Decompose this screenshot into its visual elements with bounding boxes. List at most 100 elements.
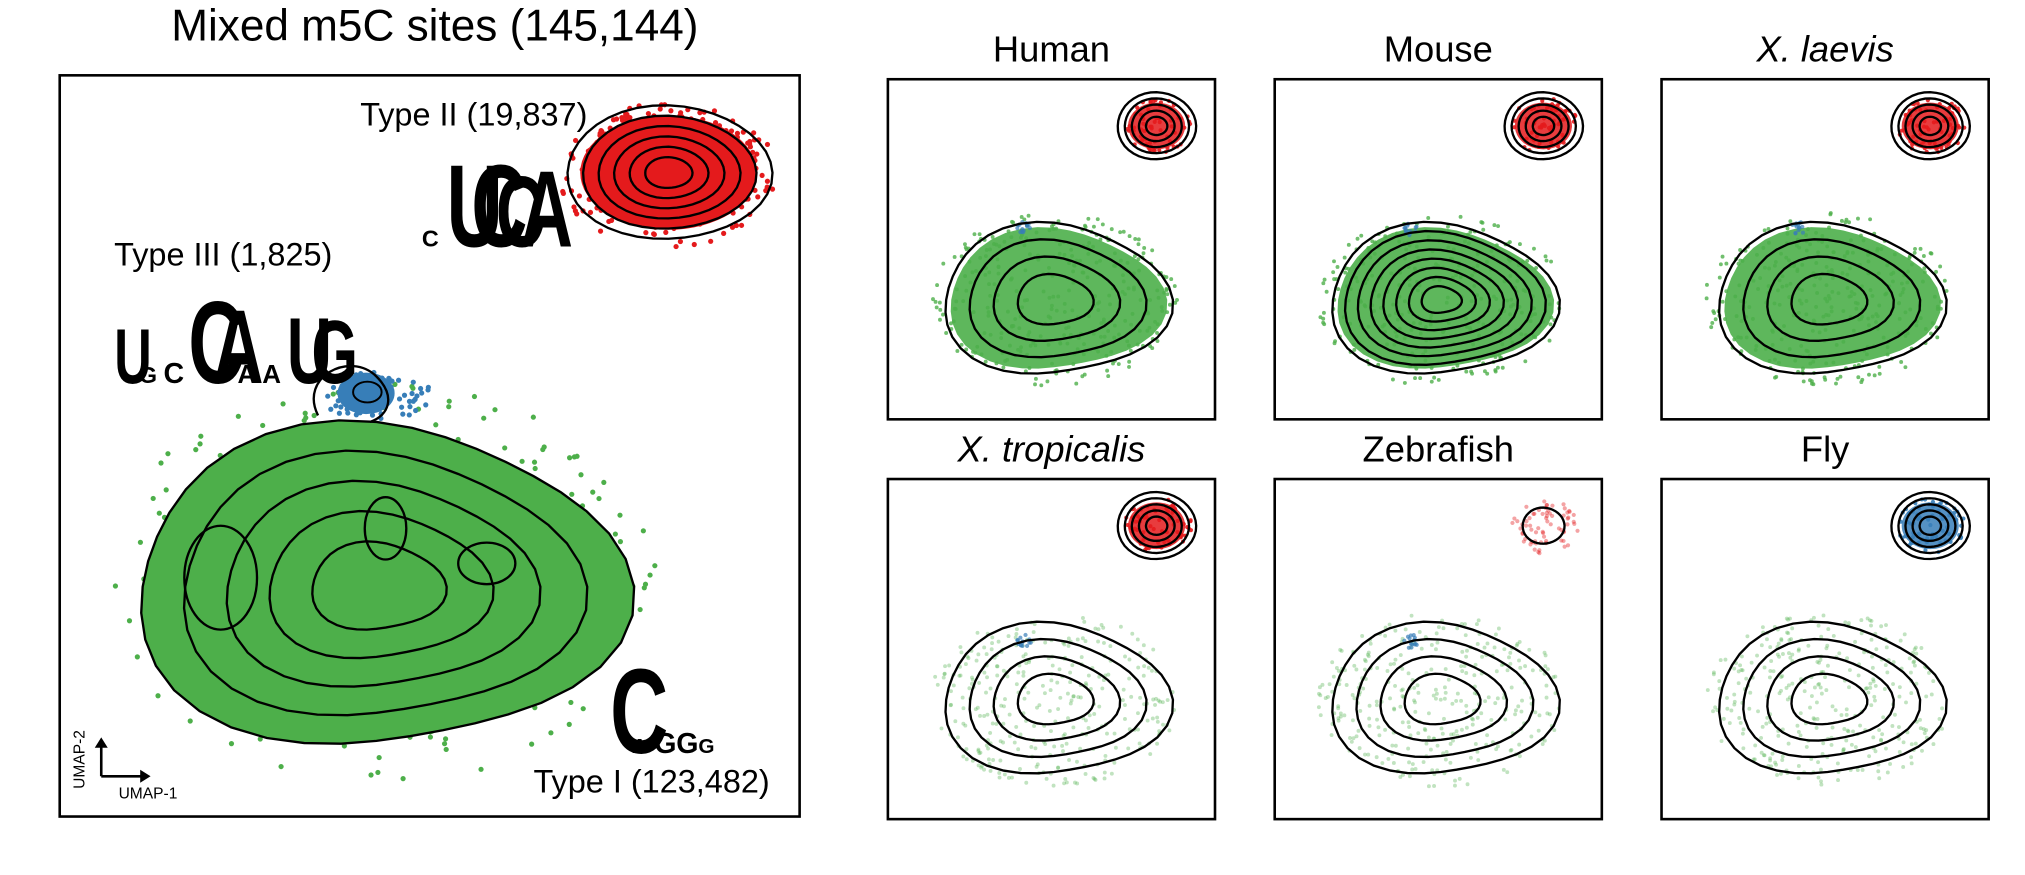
point [1154,696,1158,701]
point [966,656,971,661]
point [1725,706,1730,711]
point [606,218,612,225]
point [1867,372,1871,377]
point [1913,246,1917,251]
point [1524,504,1529,509]
point [1833,708,1838,713]
contour [1420,284,1464,315]
point [260,422,266,429]
point [1492,645,1497,650]
point [568,699,574,706]
point [1785,630,1790,635]
cluster-area [1724,227,1941,369]
point [1367,703,1372,708]
point [1367,723,1372,728]
point [1061,733,1066,738]
point [1453,778,1457,783]
point [1721,716,1726,721]
point [663,229,669,235]
point [959,342,964,347]
point [1828,211,1833,216]
point [1911,660,1916,665]
point [433,422,439,428]
point [1724,261,1729,266]
point [1770,751,1775,756]
point [1040,683,1045,688]
point [597,228,604,234]
point [1748,690,1753,695]
contour [1524,109,1563,143]
point [126,618,133,624]
point [965,654,970,659]
point [1762,228,1767,233]
point [441,741,448,747]
point [1014,724,1019,729]
point [1784,616,1789,621]
point [400,411,406,417]
point [1044,776,1049,781]
motif-letter: G [698,735,714,758]
point [1914,651,1919,656]
point [984,690,988,695]
point [1537,548,1542,553]
point [1774,762,1779,767]
point [1897,725,1901,729]
point [1336,704,1341,709]
point [1844,217,1849,222]
point [1518,526,1523,531]
point [412,396,418,402]
point [1543,254,1548,259]
point [1479,220,1484,225]
point [1531,511,1536,517]
point [1817,660,1821,665]
point [953,719,958,724]
point [1909,755,1914,760]
point [1175,297,1179,302]
point [1352,696,1357,701]
point [1912,647,1917,652]
point [1469,716,1474,721]
point [1164,275,1169,280]
point [1022,696,1027,701]
point [1095,217,1100,222]
point [1459,664,1464,669]
point [1567,508,1572,514]
point [1542,499,1547,504]
point [990,641,994,646]
point [1434,631,1439,636]
point [427,734,434,740]
motif-letter: A [213,288,264,406]
cluster-label: Type II (19,837) [360,96,587,132]
point [1468,229,1473,234]
point [587,209,594,216]
point [1123,717,1127,721]
point [1474,622,1479,627]
point [1374,755,1379,760]
point [1403,627,1408,632]
point [1847,668,1852,672]
point [938,317,942,322]
point [1434,647,1438,652]
panel-title: Zebrafish [1363,428,1514,469]
point [1479,711,1484,716]
point [1940,726,1944,731]
point [1331,674,1336,679]
contour [268,509,495,660]
point [1002,704,1006,709]
point [413,407,419,414]
point [935,283,940,288]
point [1318,713,1323,718]
point [1329,733,1334,737]
point [1796,763,1801,768]
point [984,743,989,748]
point [1157,729,1162,733]
point [1007,712,1012,717]
point [1392,661,1397,666]
point [1868,685,1873,690]
point [333,403,339,409]
point [1001,668,1006,673]
point [574,453,580,459]
point [1787,638,1792,642]
point [1165,698,1170,702]
point [1859,631,1864,636]
